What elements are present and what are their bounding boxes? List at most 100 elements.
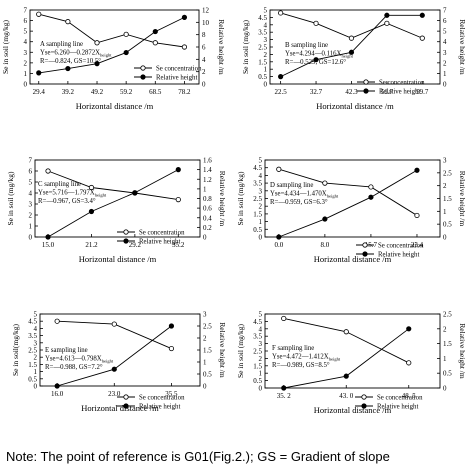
x-tick-label: 51.7 (381, 88, 394, 96)
x-tick-label: 23.0 (108, 390, 121, 398)
y-tick-label: 2 (259, 355, 263, 363)
y2-tick-label: 1 (443, 70, 447, 78)
relative-height-point (94, 61, 100, 67)
figure-note: Note: The point of reference is G01(Fig.… (6, 449, 390, 464)
regression-text: Yse=4.613—0.798Xheight (45, 356, 114, 364)
x-tick-label: 15.0 (42, 241, 55, 249)
y2-axis-title: Relative height /m (458, 171, 467, 227)
y-tick-label: 0.5 (258, 73, 267, 81)
legend-label: Se concentration (379, 80, 425, 87)
y2-axis-title: Relative height /m (458, 19, 467, 75)
y-axis-title: Se in soil (mg/kg) (236, 324, 245, 378)
y-tick-label: 1 (29, 223, 33, 231)
se-concentration-point (384, 20, 390, 26)
legend-label: Se concentration (378, 243, 424, 250)
regression-text: R=—0.529, GS=12.6° (285, 59, 346, 66)
y-tick-label: 3 (29, 201, 33, 209)
y2-tick-label: 0.5 (443, 370, 452, 378)
legend-marker (363, 79, 369, 85)
y2-tick-label: 10 (202, 19, 210, 27)
x-axis-title: Horizontal distance /m (314, 405, 392, 415)
legend-label: Relative height (139, 404, 180, 411)
y-tick-label: 4 (259, 325, 263, 333)
se-concentration-point (65, 19, 71, 25)
legend-label: Relative height (156, 75, 197, 82)
y-tick-label: 4 (259, 172, 263, 180)
y2-tick-label: 3 (443, 157, 447, 165)
y-tick-label: 0.5 (28, 375, 37, 383)
y-tick-label: 0 (259, 234, 263, 242)
legend-label: Se concentration (377, 395, 423, 402)
legend-marker (362, 251, 368, 257)
x-tick-label: 21.2 (85, 241, 98, 249)
regression-text: Yse=4.294—0.116Xheight (285, 51, 354, 59)
legend-label: Relative height (377, 404, 418, 411)
y-tick-label: 0.5 (253, 226, 262, 234)
y-tick-label: 2.5 (253, 195, 262, 203)
legend-label: Se concentration (156, 66, 202, 73)
y-tick-label: 2.5 (253, 348, 262, 356)
y-axis-title: Se in soil (mg/kg) (1, 20, 10, 74)
y-tick-label: 5 (259, 311, 263, 319)
regression-text: Yse=6.260—0.2872Xheight (40, 50, 112, 58)
regression-text: R=—0.959, GS=6.3° (270, 199, 328, 206)
y-tick-label: 3 (259, 187, 263, 195)
se-concentration-point (54, 318, 60, 324)
y2-tick-label: 1 (203, 185, 207, 193)
y2-tick-label: 1 (443, 208, 447, 216)
y-tick-label: 4.5 (253, 164, 262, 172)
y-tick-label: 0.5 (253, 377, 262, 385)
relative-height-point (278, 74, 284, 80)
y2-tick-label: 2.5 (203, 323, 212, 331)
relative-height-line (278, 169, 418, 238)
y-tick-label: 1 (24, 70, 28, 78)
y2-tick-label: 0 (443, 234, 447, 242)
legend-label: Relative height (139, 239, 180, 246)
se-concentration-line (38, 13, 185, 48)
y-tick-label: 2 (264, 51, 268, 59)
y-tick-label: 2.5 (258, 44, 267, 52)
relative-height-point (322, 216, 328, 222)
se-concentration-point (168, 345, 175, 352)
x-axis-title: Horizontal distance /m (81, 403, 159, 413)
relative-height-point (348, 49, 355, 55)
y2-tick-label: 2 (202, 68, 206, 76)
regression-subscript: height (327, 193, 339, 198)
x-tick-label: 48. 5 (402, 392, 417, 400)
y-tick-label: 4 (34, 325, 38, 333)
y-tick-label: 5 (29, 179, 33, 187)
y-tick-label: 6 (24, 17, 28, 25)
y-tick-label: 1.5 (28, 361, 37, 369)
y-tick-label: 2 (29, 212, 33, 220)
x-tick-label: 29.4 (33, 88, 46, 96)
y2-tick-label: 2 (443, 325, 447, 333)
x-tick-label: 68.5 (149, 88, 162, 96)
regression-subscript: height (102, 358, 114, 363)
sampling-line-label: E sampling line (45, 347, 88, 354)
legend-marker (123, 394, 129, 400)
legend-marker (123, 238, 129, 244)
relative-height-point (343, 373, 349, 379)
regression-text: R=—0.824, GS=10.5° (40, 58, 101, 65)
relative-height-point (419, 12, 425, 18)
y2-tick-label: 0.6 (203, 205, 212, 213)
se-concentration-point (368, 184, 374, 190)
se-concentration-point (414, 212, 420, 219)
se-concentration-point (322, 180, 328, 186)
x-tick-label: 35.2 (172, 241, 185, 249)
legend-label: Se concentration (139, 230, 185, 237)
y-tick-label: 4 (264, 21, 268, 29)
y-tick-label: 3.5 (258, 29, 267, 37)
x-tick-label: 59.2 (120, 88, 133, 96)
y-tick-label: 3 (24, 49, 28, 57)
y-tick-label: 5 (264, 7, 268, 15)
x-axis-title: Horizontal distance /m (314, 254, 392, 264)
sampling-line-label: B sampling line (285, 42, 328, 49)
y-tick-label: 2 (24, 59, 28, 67)
relative-height-point (36, 70, 42, 76)
se-concentration-line (280, 12, 423, 39)
y-tick-label: 1.5 (253, 210, 262, 218)
